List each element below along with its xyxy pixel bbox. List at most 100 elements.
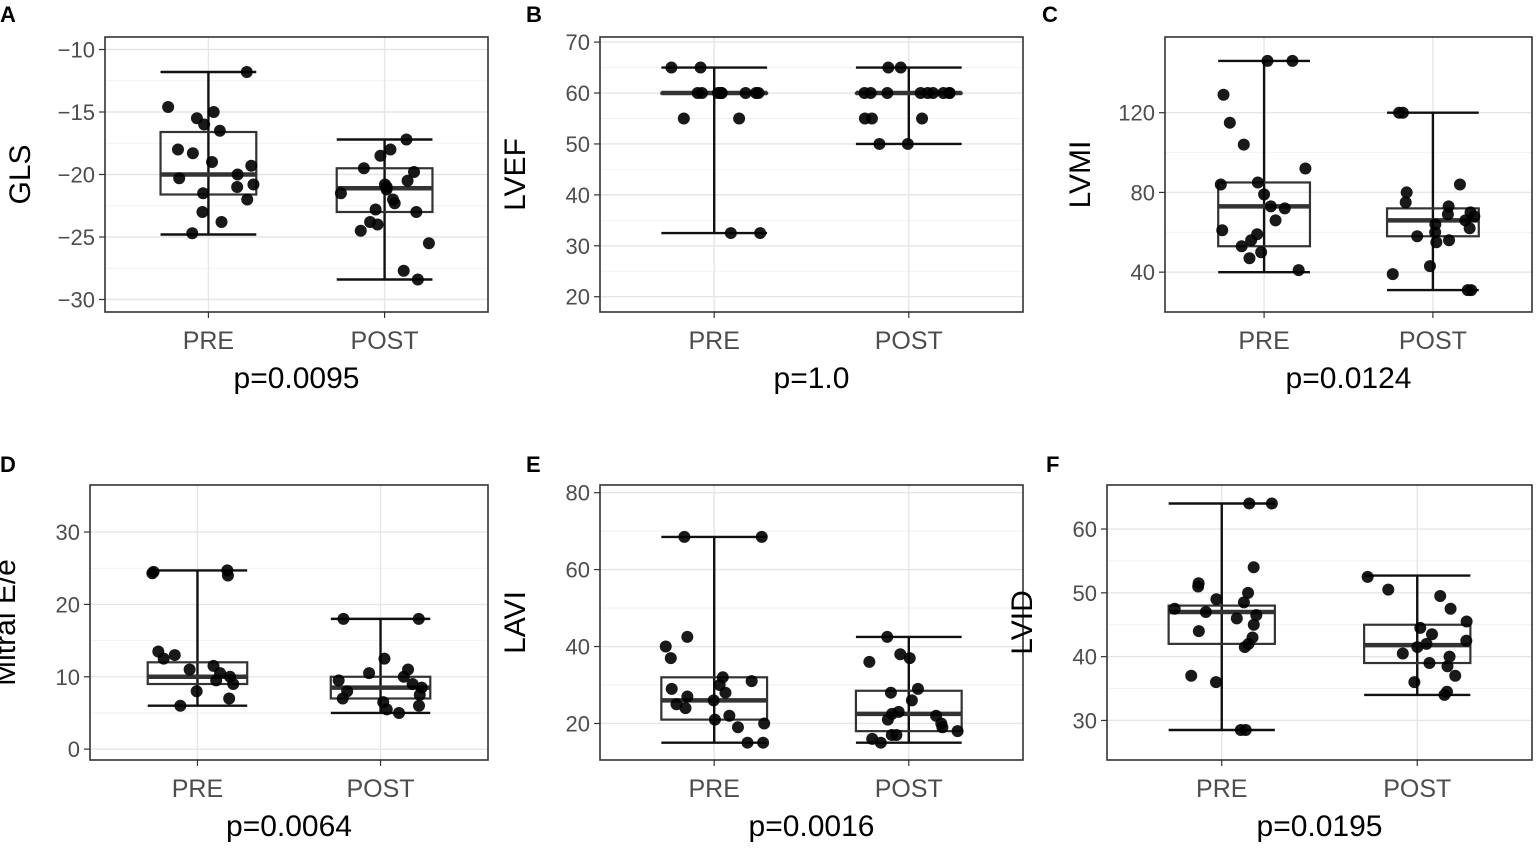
panel-label: D bbox=[0, 452, 16, 477]
data-point bbox=[1382, 583, 1395, 596]
data-point bbox=[1269, 214, 1282, 227]
data-point bbox=[1286, 54, 1299, 67]
y-axis-title: LVID bbox=[1006, 590, 1039, 654]
y-tick-label: 50 bbox=[566, 132, 590, 157]
x-tick-label: PRE bbox=[689, 327, 740, 355]
data-point bbox=[739, 87, 752, 100]
y-tick-label: 40 bbox=[566, 635, 590, 660]
panel-border bbox=[1164, 36, 1533, 313]
y-tick-label: 60 bbox=[566, 558, 590, 583]
data-point bbox=[894, 61, 907, 74]
data-point bbox=[406, 678, 419, 691]
data-point bbox=[223, 692, 236, 705]
y-tick-label: 50 bbox=[1073, 581, 1097, 606]
box-post bbox=[854, 61, 963, 150]
data-point bbox=[363, 667, 376, 680]
data-point bbox=[380, 703, 393, 716]
data-point bbox=[413, 688, 426, 701]
data-point bbox=[1237, 596, 1250, 609]
data-point bbox=[332, 674, 345, 687]
data-point bbox=[174, 699, 187, 712]
data-point bbox=[1192, 625, 1205, 638]
x-tick-label: PRE bbox=[689, 775, 740, 803]
y-tick-label: −25 bbox=[58, 225, 95, 250]
data-point bbox=[384, 143, 397, 156]
data-point bbox=[936, 721, 949, 734]
data-point bbox=[357, 162, 370, 175]
data-point bbox=[708, 713, 721, 726]
y-tick-label: 40 bbox=[1131, 260, 1155, 285]
data-point bbox=[905, 694, 918, 707]
data-point bbox=[392, 706, 405, 719]
y-tick-label: 20 bbox=[566, 285, 590, 310]
y-tick-label: 120 bbox=[1118, 101, 1155, 126]
data-point bbox=[171, 143, 184, 156]
panel-a: A −10 −15 −20 −25 −30 PRE POST p=0.0095 GLS bbox=[0, 2, 489, 395]
data-point bbox=[215, 216, 228, 228]
data-point bbox=[1460, 615, 1473, 628]
data-point bbox=[1230, 612, 1243, 625]
data-point bbox=[715, 87, 728, 100]
data-point bbox=[380, 183, 393, 196]
panel-label: A bbox=[0, 2, 16, 27]
x-tick-label: POST bbox=[875, 775, 943, 803]
data-point bbox=[162, 101, 175, 113]
data-point bbox=[400, 133, 413, 146]
data-point bbox=[911, 682, 924, 695]
data-point bbox=[1449, 669, 1462, 682]
data-point bbox=[1425, 628, 1438, 641]
data-point bbox=[659, 640, 672, 653]
data-point bbox=[678, 530, 691, 543]
data-point bbox=[410, 206, 423, 218]
data-point bbox=[207, 106, 220, 118]
data-point bbox=[755, 530, 768, 543]
data-point bbox=[183, 663, 196, 676]
data-point bbox=[1237, 138, 1250, 151]
data-point bbox=[168, 649, 181, 662]
data-point bbox=[1245, 234, 1258, 247]
data-point bbox=[881, 87, 894, 100]
y-tick-label: −10 bbox=[58, 38, 95, 63]
data-point bbox=[227, 678, 240, 691]
box-pre bbox=[159, 66, 260, 240]
y-axis-title: LVMI bbox=[1064, 141, 1097, 209]
panel-label: C bbox=[1042, 2, 1058, 27]
box-pre bbox=[146, 564, 249, 712]
data-point bbox=[681, 690, 694, 703]
data-point bbox=[1185, 669, 1198, 682]
y-tick-label: −30 bbox=[58, 288, 95, 313]
data-point bbox=[881, 630, 894, 643]
data-point bbox=[1434, 590, 1447, 603]
box-iqr bbox=[1167, 604, 1276, 645]
x-tick-label: PRE bbox=[183, 327, 234, 355]
x-tick-label: PRE bbox=[1196, 775, 1247, 803]
y-tick-label: 80 bbox=[566, 481, 590, 506]
box-iqr bbox=[146, 661, 249, 686]
data-point bbox=[937, 87, 950, 100]
data-point bbox=[1463, 222, 1476, 235]
data-point bbox=[1265, 497, 1278, 510]
data-point bbox=[884, 686, 897, 699]
data-point bbox=[719, 686, 732, 699]
data-point bbox=[337, 612, 350, 625]
x-tick-label: POST bbox=[875, 327, 943, 355]
panel-border bbox=[104, 36, 489, 313]
data-point bbox=[336, 692, 349, 705]
data-point bbox=[354, 224, 367, 237]
y-tick-label: 60 bbox=[1073, 517, 1097, 542]
data-point bbox=[1235, 240, 1248, 253]
data-point bbox=[1453, 178, 1466, 191]
data-point bbox=[1411, 641, 1424, 654]
y-tick-label: 20 bbox=[56, 592, 80, 617]
x-axis-title: p=0.0095 bbox=[234, 362, 360, 395]
data-point bbox=[1414, 621, 1427, 634]
y-tick-label: 80 bbox=[1131, 180, 1155, 205]
data-point bbox=[186, 227, 199, 240]
data-point bbox=[903, 652, 916, 665]
data-point bbox=[723, 709, 736, 722]
x-axis-title: p=1.0 bbox=[774, 362, 850, 395]
data-point bbox=[1251, 176, 1264, 189]
panel-border bbox=[599, 36, 1024, 313]
